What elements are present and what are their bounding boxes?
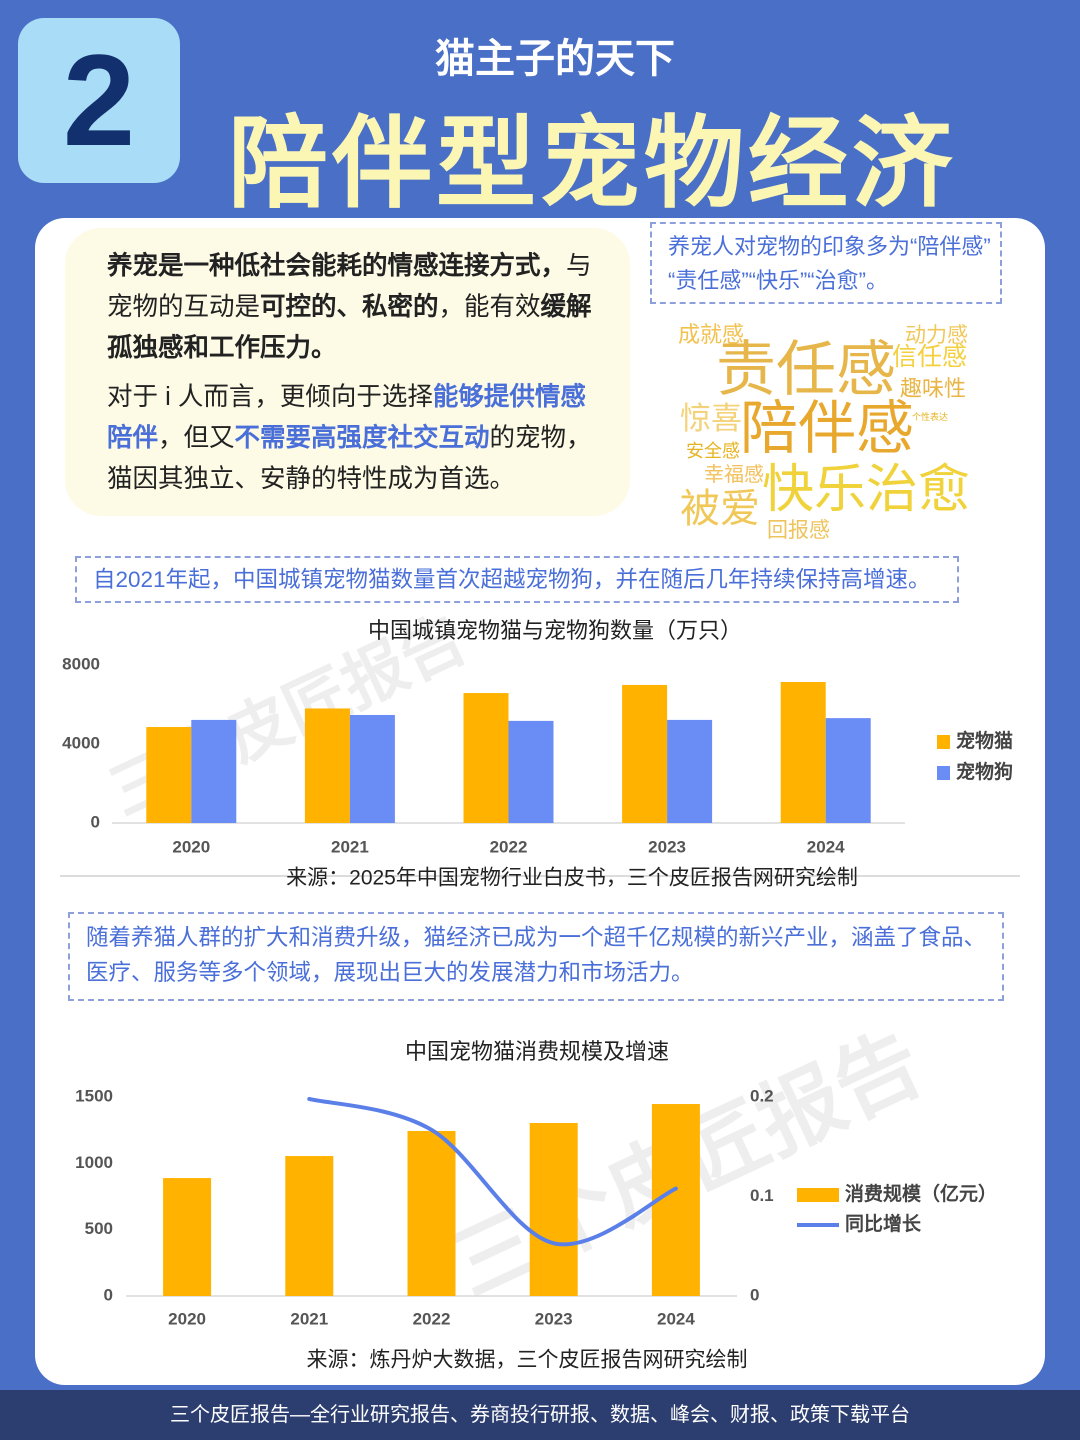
- bar: [780, 681, 826, 823]
- bar: [349, 714, 395, 823]
- legend-label: 宠物狗: [956, 760, 1013, 783]
- text: 不需要高强度社交互动: [234, 424, 490, 452]
- bar: [146, 727, 192, 823]
- x-tick-label: 2020: [168, 1309, 206, 1328]
- legend-label: 宠物猫: [956, 729, 1013, 752]
- text: ，能有效: [438, 293, 541, 321]
- footer: 三个皮匠报告—全行业研究报告、券商投行研报、数据、峰会、财报、政策下载平台: [0, 1390, 1080, 1440]
- word: 趣味性: [900, 376, 967, 401]
- word: 回报感: [767, 518, 830, 542]
- y2-tick-label: 0: [750, 1285, 759, 1304]
- chart-title: 中国城镇宠物猫与宠物狗数量（万只）: [368, 618, 742, 643]
- y-tick-label: 4000: [62, 733, 100, 752]
- y-tick-label: 1500: [75, 1086, 113, 1105]
- chart-title: 中国宠物猫消费规模及增速: [405, 1039, 669, 1064]
- y-tick-label: 500: [85, 1219, 113, 1238]
- word: 个性表达: [912, 412, 949, 422]
- legend-swatch: [937, 766, 950, 780]
- word: 快乐治愈: [762, 462, 971, 519]
- word: 陪伴感: [740, 396, 915, 461]
- page-title: 陪伴型宠物经济: [228, 108, 956, 220]
- bar: [825, 718, 871, 823]
- chart-source: 来源：炼丹炉大数据，三个皮匠报告网研究绘制: [307, 1349, 748, 1372]
- bar: [304, 708, 350, 823]
- y2-tick-label: 0.1: [750, 1186, 774, 1205]
- text: 与宠物的互动是: [107, 252, 592, 321]
- x-tick-label: 2024: [807, 837, 845, 856]
- charts: 三个皮匠报告 三个皮匠报告 中国城镇宠物猫与宠物狗数量（万只）来源：2025年中…: [60, 602, 1020, 1372]
- legend-swatch: [797, 1188, 839, 1202]
- intro-box: 养宠是一种低社会能耗的情感连接方式，与宠物的互动是可控的、私密的，能有效缓解孤独…: [65, 228, 630, 516]
- bar: [529, 1123, 578, 1296]
- legend-label: 消费规模（亿元）: [845, 1182, 997, 1205]
- text: 缓解孤独感和工作压力。: [107, 293, 592, 362]
- word: 安全感: [686, 441, 740, 461]
- y-tick-label: 8000: [62, 654, 100, 673]
- x-tick-label: 2020: [172, 837, 210, 856]
- word: 成就感: [678, 322, 745, 347]
- x-tick-label: 2022: [490, 837, 528, 856]
- bar: [163, 1178, 212, 1296]
- text: 的宠物，猫因其独立、安静的特性成为首选。: [107, 424, 592, 493]
- x-tick-label: 2023: [648, 837, 686, 856]
- word: 信任感: [892, 344, 968, 371]
- bar: [667, 719, 713, 823]
- text: 养宠是一种低社会能耗的情感连接方式，: [107, 252, 567, 280]
- y-tick-label: 1000: [75, 1153, 113, 1172]
- word: 惊喜: [680, 401, 742, 436]
- text: 对于 i 人而言，更倾向于选择: [107, 383, 433, 411]
- bar: [463, 693, 509, 823]
- y-tick-label: 0: [104, 1285, 113, 1304]
- subtitle: 猫主子的天下: [435, 37, 675, 81]
- word: 责任感: [716, 337, 896, 403]
- x-tick-label: 2021: [331, 837, 369, 856]
- x-tick-label: 2021: [290, 1309, 328, 1328]
- note: 随着养猫人群的扩大和消费升级，猫经济已成为一个超千亿规模的新兴产业，涵盖了食品、…: [68, 912, 1004, 1001]
- legend-label: 同比增长: [845, 1212, 922, 1235]
- word: 被爱: [680, 486, 760, 531]
- word: 幸福感: [704, 464, 764, 486]
- intro-paragraph: 对于 i 人而言，更倾向于选择能够提供情感陪伴，但又不需要高强度社交互动的宠物，…: [107, 377, 597, 500]
- x-tick-label: 2022: [413, 1309, 451, 1328]
- intro-paragraph: 养宠是一种低社会能耗的情感连接方式，与宠物的互动是可控的、私密的，能有效缓解孤独…: [107, 246, 597, 369]
- x-tick-label: 2024: [657, 1309, 695, 1328]
- text: ，但又: [158, 424, 235, 452]
- x-tick-label: 2023: [535, 1309, 573, 1328]
- bar: [285, 1156, 334, 1296]
- word: 动力感: [905, 323, 968, 347]
- bar: [622, 684, 668, 823]
- legend-swatch: [937, 735, 950, 749]
- text: 可控的、私密的: [260, 293, 439, 321]
- note: 自2021年起，中国城镇宠物猫数量首次超越宠物狗，并在随后几年持续保持高增速。: [75, 556, 959, 603]
- y2-tick-label: 0.2: [750, 1086, 774, 1105]
- section-number: 2: [18, 18, 180, 183]
- line: [307, 1096, 678, 1247]
- bar: [407, 1130, 456, 1296]
- y-tick-label: 0: [91, 812, 100, 831]
- text: 能够提供情感陪伴: [107, 383, 586, 452]
- impression-note: 养宠人对宠物的印象多为“陪伴感”“责任感”“快乐”“治愈”。: [650, 222, 1002, 304]
- bar: [508, 720, 554, 823]
- chart-source: 来源：2025年中国宠物行业白皮书，三个皮匠报告网研究绘制: [286, 867, 858, 890]
- bar: [191, 719, 237, 823]
